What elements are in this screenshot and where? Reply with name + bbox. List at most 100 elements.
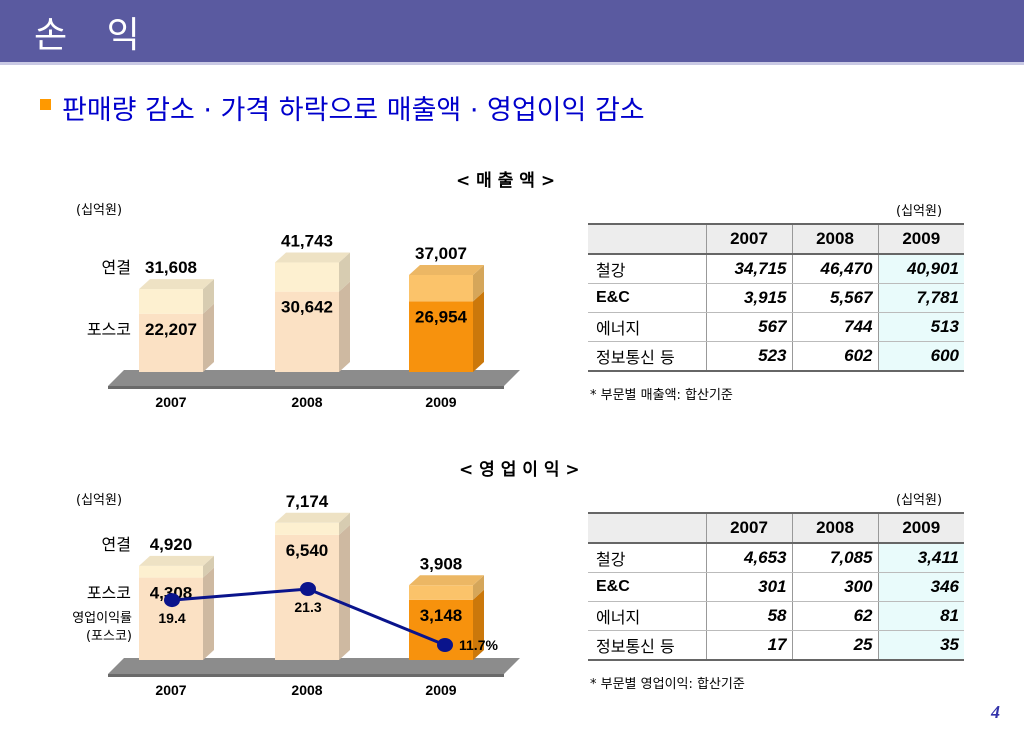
row-label: 철강	[588, 543, 706, 573]
table-cell: 5,567	[791, 283, 878, 313]
table-cell: 25	[791, 630, 878, 661]
posco-label: 3,148	[420, 606, 463, 625]
table-cell: 346	[877, 572, 964, 602]
bar-consolidated-side	[203, 279, 214, 314]
table-cell: 34,715	[705, 254, 792, 284]
sales-note: * 부문별 매출액: 합산기준	[590, 388, 733, 403]
table-cell: 17	[705, 630, 792, 661]
row-label-posco: 포스코	[87, 320, 131, 339]
table-row: 철강 34,715 46,470 40,901	[588, 254, 964, 284]
total-label: 41,743	[281, 232, 333, 251]
table-cell: 602	[791, 341, 878, 372]
total-label: 31,608	[145, 258, 197, 277]
posco-label: 30,642	[281, 298, 333, 317]
x-tick-label: 2008	[291, 682, 322, 698]
posco-label: 6,540	[286, 541, 329, 560]
bar-consolidated	[139, 289, 203, 314]
row-label-margin: (포스코)	[86, 629, 132, 644]
bar-consolidated	[275, 522, 339, 535]
sales-table: 2007 2008 2009 철강 34,715 46,470 40,901 E&C 3,91…	[588, 223, 964, 372]
margin-point	[164, 593, 180, 608]
row-label: 철강	[588, 254, 706, 284]
bullet-square-icon	[40, 99, 51, 110]
title-bar: 손 익	[0, 0, 1024, 62]
bar-posco-side	[339, 281, 350, 372]
table-cell: 3,411	[877, 543, 964, 573]
table-cell: 600	[877, 341, 964, 372]
bar-consolidated	[275, 262, 339, 292]
bar-consolidated-side	[473, 575, 484, 600]
op-table-header-row: 2007 2008 2009	[588, 512, 964, 544]
column-header-2007: 2007	[705, 512, 792, 544]
row-label-margin: 영업이익률	[72, 611, 132, 626]
table-row: 정보통신 등 17 25 35	[588, 630, 964, 661]
total-label: 37,007	[415, 244, 467, 263]
bar-top	[275, 512, 350, 523]
bar-posco	[409, 301, 473, 372]
sales-section-title: < 매 출 액 >	[456, 171, 556, 191]
table-cell: 7,781	[877, 283, 964, 313]
table-row: 정보통신 등 523 602 600	[588, 341, 964, 372]
column-header-2008: 2008	[791, 512, 878, 544]
chart-floor-edge	[108, 386, 504, 389]
op-chart-unit: (십억원)	[76, 493, 123, 508]
bar-posco	[139, 313, 203, 372]
margin-point	[300, 582, 316, 596]
table-cell: 62	[791, 601, 878, 631]
row-label-consolidated: 연결	[102, 535, 131, 554]
op-chart: 4,9204,30820077,1746,54020083,9083,14820…	[72, 492, 520, 698]
row-label-consolidated: 연결	[102, 258, 131, 277]
x-tick-label: 2007	[155, 394, 186, 410]
row-label: E&C	[588, 572, 706, 602]
bar-top	[275, 252, 350, 263]
row-label: E&C	[588, 283, 706, 313]
chart-floor	[108, 370, 520, 386]
sales-chart: 31,608 22,207 2007 41,743 30,642 2008 37,007 26…	[87, 232, 520, 410]
total-label: 4,920	[150, 535, 193, 554]
margin-label: 21.3	[294, 599, 321, 615]
total-label: 7,174	[286, 492, 329, 511]
op-table-unit: (십억원)	[896, 493, 943, 508]
table-corner	[588, 512, 706, 544]
bar-posco-side	[203, 567, 214, 660]
op-table: 2007 2008 2009 철강 4,653 7,085 3,411 E&C 301 300 3…	[588, 512, 964, 661]
row-label-posco: 포스코	[87, 584, 131, 603]
x-tick-label: 2009	[425, 394, 456, 410]
bar-consolidated	[409, 585, 473, 600]
column-header-2009: 2009	[877, 223, 964, 255]
table-cell: 46,470	[791, 254, 878, 284]
bar-top	[139, 555, 214, 566]
column-header-2009: 2009	[877, 512, 964, 544]
bar-consolidated-side	[203, 555, 214, 578]
page-title: 손 익	[34, 15, 154, 56]
bar-consolidated	[409, 274, 473, 302]
margin-label: 11.7%	[459, 637, 498, 653]
table-cell: 7,085	[791, 543, 878, 573]
margin-label: 19.4	[158, 610, 185, 626]
total-label: 3,908	[420, 554, 463, 573]
table-cell: 58	[705, 601, 792, 631]
table-cell: 35	[877, 630, 964, 661]
row-label: 에너지	[588, 601, 706, 631]
posco-label: 22,207	[145, 320, 197, 339]
bar-top	[409, 575, 484, 586]
bar-top	[139, 279, 214, 290]
bar-posco	[275, 291, 339, 372]
table-row: 에너지 567 744 513	[588, 312, 964, 342]
bar-consolidated-side	[473, 264, 484, 302]
headline: 판매량 감소 · 가격 하락으로 매출액 · 영업이익 감소	[62, 95, 645, 126]
row-label: 정보통신 등	[588, 341, 706, 372]
table-cell: 567	[705, 312, 792, 342]
column-header-2008: 2008	[791, 223, 878, 255]
sales-chart-unit: (십억원)	[76, 203, 123, 218]
bar-posco	[139, 577, 203, 660]
title-rule	[0, 62, 1024, 65]
bar-posco-side	[473, 291, 484, 372]
table-cell: 513	[877, 312, 964, 342]
sales-table-header-row: 2007 2008 2009	[588, 223, 964, 255]
table-cell: 3,915	[705, 283, 792, 313]
x-tick-label: 2008	[291, 394, 322, 410]
row-label: 에너지	[588, 312, 706, 342]
table-row: E&C 301 300 346	[588, 572, 964, 602]
table-cell: 744	[791, 312, 878, 342]
